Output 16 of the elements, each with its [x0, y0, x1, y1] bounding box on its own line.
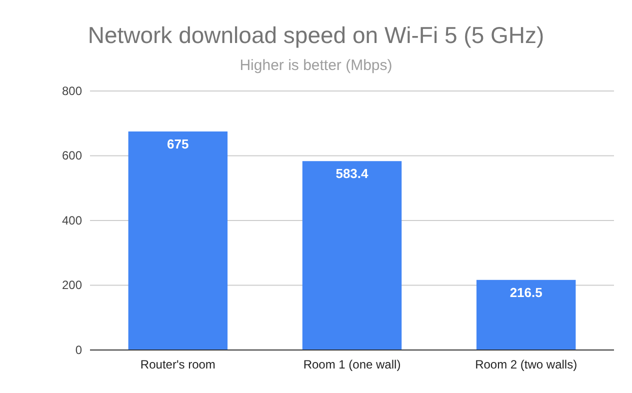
x-tick-label: Room 2 (two walls)	[475, 358, 578, 372]
y-tick-label: 400	[62, 213, 82, 228]
bar	[128, 131, 228, 350]
bar	[302, 161, 402, 350]
data-label: 583.4	[336, 166, 370, 182]
y-tick-label: 0	[75, 342, 82, 357]
x-tick-label: Room 1 (one wall)	[303, 358, 401, 372]
chart-subtitle: Higher is better (Mbps)	[240, 57, 392, 74]
x-tick-label: Router's room	[140, 358, 216, 372]
bar	[476, 280, 576, 350]
y-tick-label: 800	[62, 84, 82, 98]
y-tick-label: 200	[62, 278, 82, 292]
y-tick-label: 600	[62, 148, 82, 163]
chart-title: Network download speed on Wi-Fi 5 (5 GHz)	[88, 22, 544, 48]
data-label: 216.5	[510, 284, 542, 300]
data-label: 675	[167, 136, 189, 152]
